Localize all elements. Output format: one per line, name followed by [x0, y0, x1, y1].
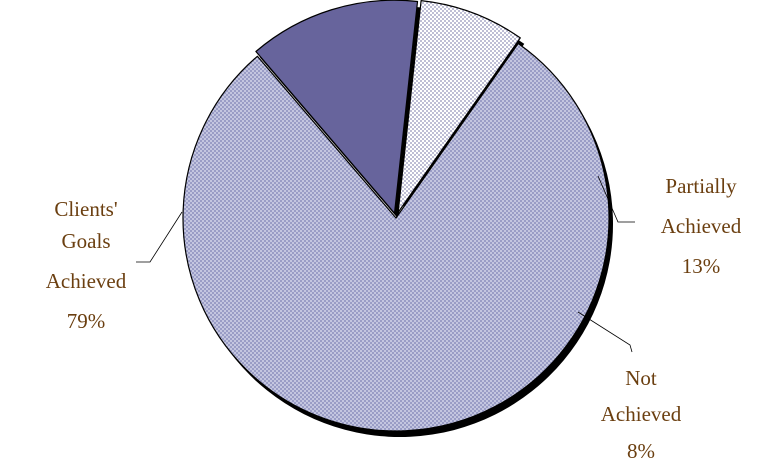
slice-label-partially-achieved: Partially Achieved 13% [661, 174, 742, 278]
percent-label: 79% [67, 309, 106, 333]
pie-slices [182, 0, 610, 432]
label-line: Achieved [601, 402, 682, 426]
leader-line [577, 311, 633, 353]
slice-label-clients-goals-achieved: Clients' Goals Achieved 79% [46, 197, 127, 333]
label-line: Not [625, 366, 657, 390]
percent-label: 8% [627, 439, 655, 463]
percent-label: 13% [682, 254, 721, 278]
label-line: Clients' [54, 197, 117, 221]
slice-label-not-achieved: Not Achieved 8% [601, 366, 682, 463]
pie-slice [397, 0, 521, 213]
label-line: Achieved [661, 214, 742, 238]
leader-line [136, 211, 183, 263]
pie-slice [182, 42, 610, 432]
leader-line [597, 175, 635, 223]
label-line: Partially [665, 174, 737, 198]
label-line: Achieved [46, 269, 127, 293]
pie-slice [255, 0, 419, 214]
label-line: Goals [62, 229, 111, 253]
leader-lines [136, 175, 635, 353]
